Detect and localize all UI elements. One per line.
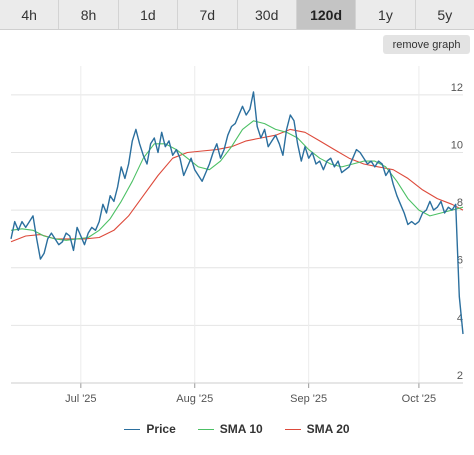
legend-swatch [124, 428, 141, 430]
x-tick-label: Sep '25 [290, 393, 327, 405]
legend-label: SMA 10 [219, 422, 263, 436]
tab-4h[interactable]: 4h [0, 0, 60, 29]
y-tick-label: 2 [457, 370, 463, 382]
tab-120d[interactable]: 120d [296, 0, 357, 29]
tab-8h[interactable]: 8h [59, 0, 119, 29]
legend-item-sma-10[interactable]: SMA 10 [197, 422, 263, 436]
tab-7d[interactable]: 7d [178, 0, 238, 29]
y-tick-label: 4 [457, 312, 463, 324]
legend-item-price[interactable]: Price [124, 422, 176, 436]
time-range-tabs: 4h 8h 1d 7d 30d 120d 1y 5y [0, 0, 474, 30]
remove-graph-button[interactable]: remove graph [383, 35, 470, 54]
series-line-sma-10 [10, 120, 464, 241]
y-tick-label: 8 [457, 197, 463, 209]
legend-item-sma-20[interactable]: SMA 20 [284, 422, 350, 436]
legend-swatch [284, 428, 301, 430]
legend-swatch [197, 428, 214, 430]
tab-30d[interactable]: 30d [238, 0, 297, 29]
tab-1y[interactable]: 1y [356, 0, 416, 29]
x-tick-label: Oct '25 [402, 393, 437, 405]
series-line-price [10, 91, 464, 335]
x-tick-label: Aug '25 [176, 393, 213, 405]
tab-1d[interactable]: 1d [119, 0, 179, 29]
y-tick-label: 10 [451, 139, 463, 151]
tab-5y[interactable]: 5y [437, 6, 453, 23]
legend-label: SMA 20 [306, 422, 350, 436]
legend-label: Price [146, 422, 176, 436]
chart-legend: Price SMA 10 SMA 20 [0, 420, 474, 438]
y-tick-label: 12 [451, 82, 463, 94]
price-chart: 2 4 6 8 10 12 Jul '25 Aug '25 Sep '25 Oct '25 [10, 66, 464, 405]
series-line-sma-20 [10, 128, 464, 243]
x-tick-label: Jul '25 [65, 393, 96, 405]
y-tick-label: 6 [457, 255, 463, 267]
